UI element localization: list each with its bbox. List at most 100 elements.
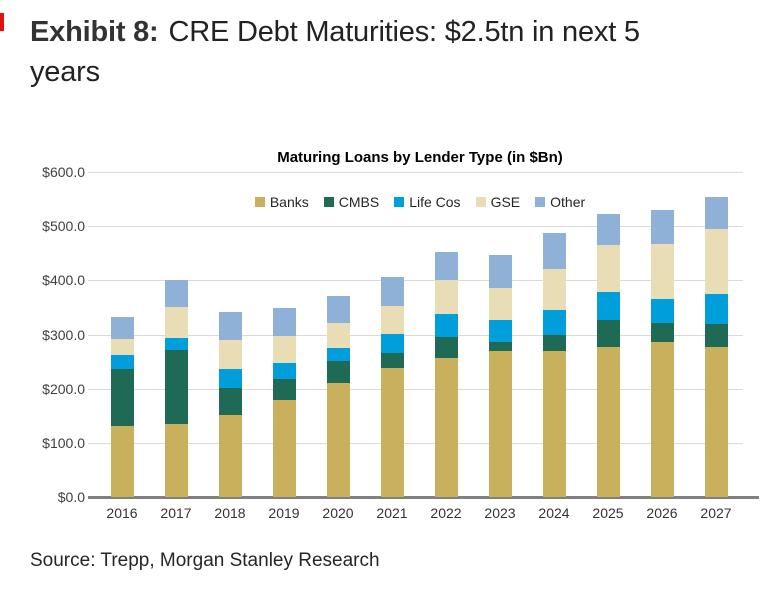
- bar-segment-2022-life-cos: [434, 314, 458, 337]
- bar-segment-2027-banks: [704, 346, 728, 497]
- bar-slot-2019: [257, 172, 311, 497]
- bar-segment-2017-banks: [164, 423, 188, 497]
- legend-swatch-icon: [394, 197, 405, 207]
- stacked-bar-2021: [380, 276, 404, 497]
- bar-segment-2020-life-cos: [326, 347, 350, 362]
- bar-slot-2018: [203, 172, 257, 497]
- bar-segment-2019-life-cos: [272, 363, 296, 379]
- bar-segment-2016-gse: [110, 339, 134, 355]
- stacked-bar-2017: [164, 280, 188, 497]
- bar-segment-2019-banks: [272, 400, 296, 497]
- bar-segment-2025-banks: [596, 346, 620, 497]
- bar-segment-2026-other: [650, 209, 674, 245]
- bar-slot-2016: [95, 172, 149, 497]
- y-tick-label-300: $300.0: [42, 326, 85, 343]
- bar-segment-2025-cmbs: [596, 319, 620, 347]
- legend-label: GSE: [490, 194, 521, 210]
- bar-segment-2022-other: [434, 252, 458, 281]
- bar-segment-2023-gse: [488, 288, 512, 320]
- bar-segment-2020-other: [326, 295, 350, 323]
- y-tick-label-400: $400.0: [42, 272, 85, 289]
- bar-segment-2027-other: [704, 196, 728, 230]
- x-tick-label-2024: 2024: [538, 505, 570, 521]
- bar-slot-2024: [527, 172, 581, 497]
- x-tick-label-2027: 2027: [700, 505, 732, 521]
- bar-segment-2027-life-cos: [704, 294, 728, 324]
- bar-segment-2021-other: [380, 276, 404, 306]
- x-tick-label-2017: 2017: [160, 505, 192, 521]
- bar-segment-2027-gse: [704, 229, 728, 295]
- bar-segment-2018-banks: [218, 415, 242, 497]
- bar-slot-2026: [635, 172, 689, 497]
- bar-segment-2017-life-cos: [164, 338, 188, 351]
- bar-segment-2024-other: [542, 233, 566, 269]
- bar-segment-2025-life-cos: [596, 292, 620, 320]
- bar-segment-2026-life-cos: [650, 299, 674, 324]
- y-tick-label-500: $500.0: [42, 218, 85, 235]
- x-tick-label-2025: 2025: [592, 505, 624, 521]
- bar-segment-2023-banks: [488, 350, 512, 497]
- legend-label: CMBS: [338, 194, 380, 210]
- bar-segment-2018-gse: [218, 339, 242, 370]
- stacked-bar-2022: [434, 252, 458, 497]
- bar-segment-2018-cmbs: [218, 387, 242, 416]
- bar-segment-2025-other: [596, 214, 620, 246]
- bar-segment-2023-other: [488, 254, 512, 289]
- plot-area: [88, 172, 759, 499]
- bar-segment-2021-cmbs: [380, 353, 404, 369]
- stacked-bar-2024: [542, 233, 566, 497]
- gridline-600: [88, 172, 743, 173]
- stacked-bar-2026: [650, 209, 674, 497]
- bar-segment-2026-banks: [650, 342, 674, 497]
- y-tick-label-600: $600.0: [42, 164, 85, 180]
- x-tick-label-2023: 2023: [484, 505, 516, 521]
- bar-segment-2024-banks: [542, 350, 566, 497]
- bar-segment-2019-other: [272, 307, 296, 337]
- y-tick-label-100: $100.0: [42, 434, 85, 451]
- bar-segment-2018-life-cos: [218, 369, 242, 388]
- bar-segment-2022-gse: [434, 280, 458, 315]
- gridline-300: [88, 334, 743, 336]
- legend-item-cmbs: CMBS: [323, 194, 380, 210]
- stacked-bar-2019: [272, 307, 296, 497]
- x-axis-labels: 2016 2017 2018 2019 2020 2021 2022 2023 2024 2025…: [95, 505, 743, 521]
- bar-segment-2016-banks: [110, 425, 134, 497]
- source-note: Source: Trepp, Morgan Stanley Research: [30, 550, 380, 571]
- chart-title: Maturing Loans by Lender Type (in $Bn): [277, 149, 563, 166]
- stacked-bar-2018: [218, 311, 242, 497]
- bar-segment-2022-banks: [434, 357, 458, 497]
- bar-segment-2020-banks: [326, 383, 350, 497]
- exhibit-label: Exhibit 8:: [30, 16, 159, 48]
- bar-segment-2018-other: [218, 311, 242, 340]
- y-tick-label-0: $0.0: [57, 489, 85, 505]
- legend-swatch-icon: [475, 197, 486, 207]
- bar-slot-2027: [689, 172, 743, 497]
- bar-segment-2026-cmbs: [650, 323, 674, 343]
- bar-segment-2023-cmbs: [488, 341, 512, 351]
- legend-swatch-icon: [254, 197, 265, 207]
- gridline-100: [88, 442, 743, 444]
- gridline-200: [88, 388, 743, 390]
- x-tick-label-2018: 2018: [214, 505, 246, 521]
- legend-label: Other: [550, 194, 586, 210]
- legend-label: Banks: [269, 194, 309, 210]
- bar-segment-2020-gse: [326, 322, 350, 348]
- exhibit-title-text: CRE Debt Maturities: $2.5tn in next 5 ye…: [30, 16, 640, 88]
- bar-segment-2024-gse: [542, 268, 566, 311]
- bar-segment-2019-gse: [272, 336, 296, 364]
- bar-slot-2023: [473, 172, 527, 497]
- legend-item-gse: GSE: [475, 194, 521, 210]
- legend-item-other: Other: [535, 194, 585, 210]
- bar-segment-2021-banks: [380, 368, 404, 497]
- bar-segment-2017-gse: [164, 307, 188, 339]
- bar-segment-2017-cmbs: [164, 350, 188, 424]
- gridline-500: [88, 226, 743, 228]
- red-accent-mark: [0, 13, 4, 31]
- chart-legend: Banks CMBS Life Cos GSE Other: [95, 194, 745, 210]
- bar-segment-2017-other: [164, 280, 188, 308]
- exhibit-title: Exhibit 8: CRE Debt Maturities: $2.5tn in…: [30, 12, 670, 92]
- bar-segment-2016-other: [110, 317, 134, 340]
- x-tick-label-2022: 2022: [430, 505, 462, 521]
- bar-segment-2020-cmbs: [326, 361, 350, 384]
- bars-container: [95, 172, 743, 497]
